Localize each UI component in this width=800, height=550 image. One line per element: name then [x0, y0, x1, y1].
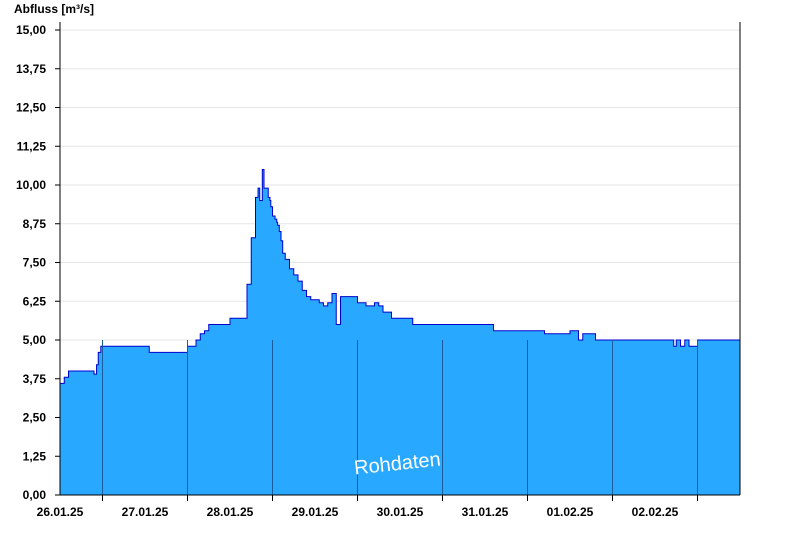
x-tick-label: 02.02.25: [632, 505, 679, 519]
axes: [59, 22, 741, 501]
x-tick-label: 27.01.25: [122, 505, 169, 519]
y-tick-label: 13,75: [16, 62, 46, 76]
discharge-line: [60, 169, 740, 384]
y-tick-label: 7,50: [23, 256, 47, 270]
y-tick-label: 2,50: [23, 411, 47, 425]
x-tick-labels: 26.01.25 27.01.25 28.01.25 29.01.25 30.01.25…: [37, 505, 679, 519]
y-tick-label: 1,25: [23, 449, 47, 463]
y-tick-label: 6,25: [23, 294, 47, 308]
x-tick-label: 01.02.25: [547, 505, 594, 519]
y-tick-label: 5,00: [23, 333, 47, 347]
y-tick-label: 12,50: [16, 101, 46, 115]
y-tick-label: 0,00: [23, 488, 47, 502]
y-tick-label: 11,25: [17, 139, 47, 153]
x-tick-label: 28.01.25: [207, 505, 254, 519]
discharge-area: [60, 169, 740, 495]
y-axis-label: Abfluss [m³/s]: [14, 2, 94, 16]
y-tick-label: 8,75: [23, 217, 47, 231]
y-tick-label: 10,00: [16, 178, 46, 192]
y-tick-labels: 0,00 1,25 2,50 3,75 5,00 6,25 7,50 8,75 10,00 11,…: [16, 23, 46, 502]
x-tick-label: 26.01.25: [37, 505, 84, 519]
area-layer: [60, 169, 740, 495]
y-tick-label: 15,00: [16, 23, 46, 37]
day-separators: [102, 340, 698, 495]
x-tick-label: 30.01.25: [377, 505, 424, 519]
y-tick-label: 3,75: [23, 372, 47, 386]
x-tick-label: 31.01.25: [462, 505, 509, 519]
x-tick-label: 29.01.25: [292, 505, 339, 519]
